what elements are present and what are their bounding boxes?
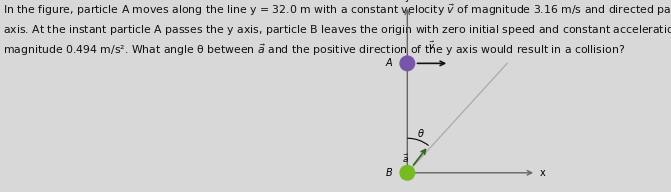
Text: In the figure, particle A moves along the line y = 32.0 m with a constant veloci: In the figure, particle A moves along th…: [3, 2, 671, 58]
Text: y: y: [405, 0, 410, 2]
Circle shape: [400, 166, 415, 180]
Circle shape: [400, 56, 415, 71]
Text: $\vec{a}$: $\vec{a}$: [401, 153, 409, 165]
Text: $\theta$: $\theta$: [417, 127, 425, 139]
Text: B: B: [386, 168, 393, 178]
Text: x: x: [539, 168, 546, 178]
Text: A: A: [386, 58, 393, 68]
Text: $\vec{v}$: $\vec{v}$: [428, 40, 435, 52]
